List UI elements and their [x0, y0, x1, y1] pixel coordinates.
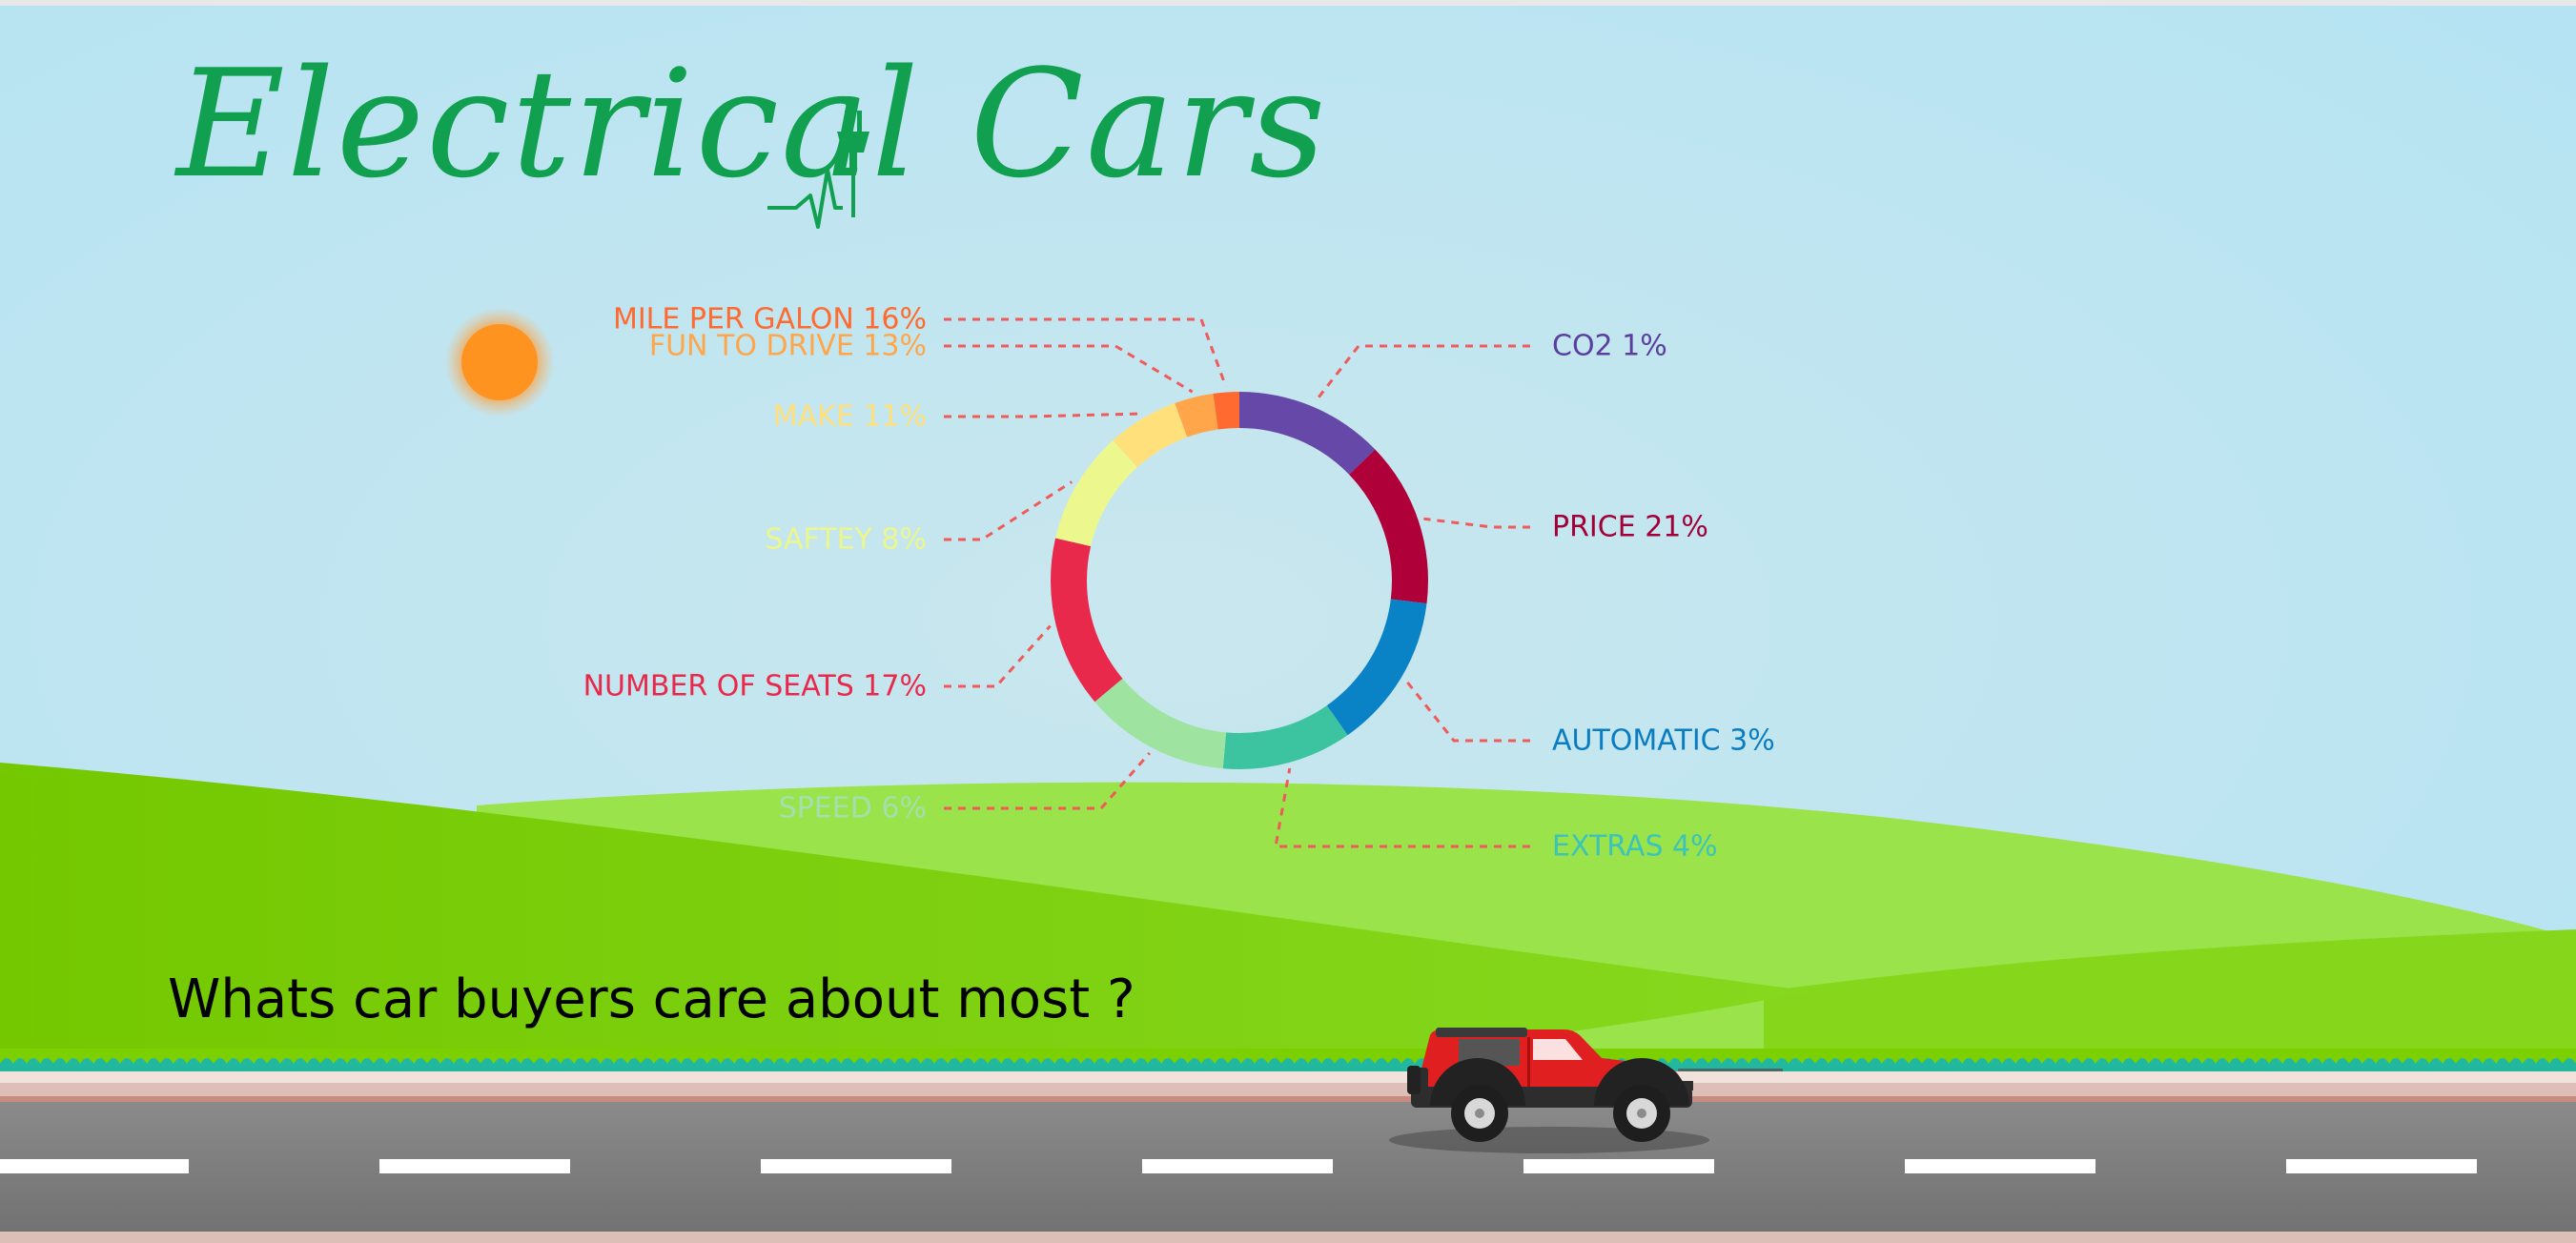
lane-dash — [0, 1159, 189, 1173]
leader-line-extras — [1274, 767, 1530, 848]
grass-fringe — [0, 1056, 2576, 1071]
grass-wave — [0, 1049, 2576, 1064]
donut-slice-extras — [1222, 705, 1348, 769]
lane-dash — [761, 1159, 951, 1173]
jeep-car-icon — [1407, 1028, 1783, 1142]
donut-chart: CO2 1% PRICE 21% AUTOMATIC 3% EXTRAS 4% SPEE… — [583, 303, 1775, 864]
slice-label-price: PRICE 21% — [1552, 511, 1708, 544]
lane-dash — [379, 1159, 570, 1173]
lane-dash — [1142, 1159, 1333, 1173]
sidewalk-top — [0, 1071, 2576, 1083]
sidewalk — [0, 1083, 2576, 1096]
donut-slice-mile-per-galon — [1213, 392, 1239, 430]
donut-slice-automatic — [1326, 599, 1427, 736]
donut-slice-price — [1349, 449, 1428, 604]
slice-label-make: MAKE 11% — [773, 400, 927, 434]
sun-icon — [461, 324, 538, 400]
slice-label-saftey: SAFTEY 8% — [765, 523, 927, 557]
lane-dash — [1523, 1159, 1714, 1173]
donut-slice-co2 — [1239, 392, 1376, 475]
top-border — [0, 0, 2576, 6]
slice-label-speed: SPEED 6% — [779, 792, 927, 825]
leader-line-fun-to-drive — [944, 344, 1194, 394]
donut-slice-fun-to-drive — [1175, 393, 1218, 438]
curb — [0, 1096, 2576, 1102]
hill-front — [0, 763, 1811, 1068]
leader-line-co2 — [1314, 344, 1530, 403]
plug-icon — [767, 111, 869, 229]
slice-label-extras: EXTRAS 4% — [1552, 830, 1718, 864]
slice-label-automatic: AUTOMATIC 3% — [1552, 724, 1775, 758]
donut-slice-speed — [1094, 678, 1227, 769]
leader-line-mile-per-galon — [944, 317, 1228, 388]
hill-right — [1764, 929, 2576, 1068]
donut-slice-number-of-seats — [1051, 538, 1123, 703]
donut-slice-make — [1113, 402, 1188, 468]
lane-dash — [2286, 1159, 2477, 1173]
slice-label-number-of-seats: NUMBER OF SEATS 17% — [583, 670, 927, 703]
chart-question: Whats car buyers care about most ? — [168, 968, 1135, 1030]
leader-line-number-of-seats — [944, 624, 1052, 688]
leader-line-make — [944, 412, 1139, 418]
leader-line-automatic — [1404, 680, 1530, 743]
donut-slice-saftey — [1055, 439, 1137, 547]
slice-label-mile-per-galon: MILE PER GALON 16% — [613, 303, 927, 336]
lane-dash — [1905, 1159, 2096, 1173]
logo-title: Electrical Cars — [176, 37, 1328, 211]
slice-label-fun-to-drive: FUN TO DRIVE 13% — [649, 330, 927, 363]
slice-label-co2: CO2 1% — [1552, 330, 1667, 363]
lane-markings — [0, 1159, 2477, 1173]
leader-line-speed — [944, 751, 1151, 810]
sidewalk-bottom — [0, 1232, 2576, 1243]
